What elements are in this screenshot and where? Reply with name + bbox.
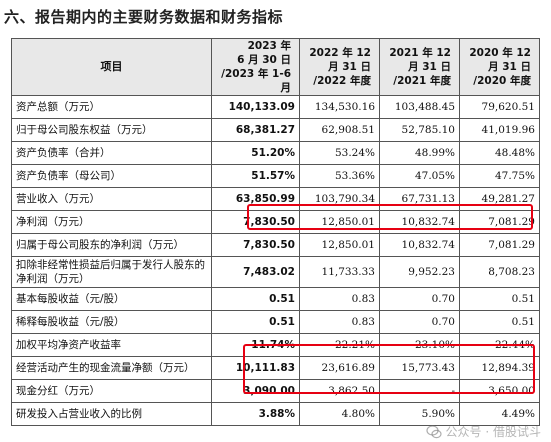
value-2022: 53.24% (299, 141, 380, 165)
row-label: 归属于母公司股东的净利润（万元） (11, 233, 212, 257)
table-row: 净利润（万元） 7,830.50 12,850.01 10,832.74 7,081.2… (11, 210, 540, 234)
watermark-text: 公众号 · 借股试斗 (445, 425, 541, 439)
table-header-row: 项目 2023 年 6 月 30 日 /2023 年 1-6 月 2022 年 … (11, 38, 540, 96)
value-2022: 0.83 (299, 287, 380, 311)
value-2022: 22.21% (299, 333, 380, 357)
row-label: 研发投入占营业收入的比例 (11, 402, 212, 426)
value-2022: 0.83 (299, 310, 380, 334)
header-2023: 2023 年 6 月 30 日 /2023 年 1-6 月 (211, 38, 300, 96)
value-2021: 67,731.13 (379, 187, 460, 211)
value-2022: 4.80% (299, 402, 380, 426)
value-2023: 51.57% (211, 164, 300, 188)
value-2022: 134,530.16 (299, 95, 380, 119)
value-2021: 0.70 (379, 310, 460, 334)
table-row: 资产负债率（母公司） 51.57% 53.36% 47.05% 47.75% (11, 164, 540, 188)
value-2020: 47.75% (459, 164, 540, 188)
value-2022: 12,850.01 (299, 210, 380, 234)
table-row: 归属于母公司股东的净利润（万元） 7,830.50 12,850.01 10,832.… (11, 233, 540, 257)
value-2021: 10,832.74 (379, 233, 460, 257)
value-2023: 68,381.27 (211, 118, 300, 142)
value-2023: 7,830.50 (211, 233, 300, 257)
value-2022: 53.36% (299, 164, 380, 188)
table-row: 资产总额（万元） 140,133.09 134,530.16 103,488.45 79… (11, 95, 540, 119)
value-2021: 9,952.23 (379, 256, 460, 288)
value-2022: 3,862.50 (299, 379, 380, 403)
value-2022: 12,850.01 (299, 233, 380, 257)
row-label: 加权平均净资产收益率 (11, 333, 212, 357)
wechat-icon (425, 424, 442, 438)
value-2021: 47.05% (379, 164, 460, 188)
value-2022: 23,616.89 (299, 356, 380, 380)
header-2020: 2020 年 12 月 31 日 /2020 年度 (459, 38, 540, 96)
value-2021: 23.10% (379, 333, 460, 357)
value-2020: 7,081.29 (459, 233, 540, 257)
value-2021: 15,773.43 (379, 356, 460, 380)
value-2023: 3.88% (211, 402, 300, 426)
value-2020: 8,708.23 (459, 256, 540, 288)
table-row: 基本每股收益（元/股） 0.51 0.83 0.70 0.51 (11, 287, 540, 311)
value-2020: 22.44% (459, 333, 540, 357)
header-item: 项目 (11, 38, 212, 96)
value-2023: 51.20% (211, 141, 300, 165)
header-2022: 2022 年 12 月 31 日 /2022 年度 (299, 38, 380, 96)
table-row: 经营活动产生的现金流量净额（万元） 10,111.83 23,616.89 15,77… (11, 356, 540, 380)
row-label: 营业收入（万元） (11, 187, 212, 211)
value-2020: 0.51 (459, 287, 540, 311)
value-2020: 7,081.29 (459, 210, 540, 234)
value-2020: 41,019.96 (459, 118, 540, 142)
row-label: 基本每股收益（元/股） (11, 287, 212, 311)
value-2020: 4.49% (459, 402, 540, 426)
row-label: 资产总额（万元） (11, 95, 212, 119)
table-row: 扣除非经常性损益后归属于发行人股东的净利润（万元） 7,483.02 11,733.… (11, 256, 540, 288)
value-2021: 52,785.10 (379, 118, 460, 142)
financial-indicators-table: 项目 2023 年 6 月 30 日 /2023 年 1-6 月 2022 年 … (11, 38, 540, 426)
table-row: 稀释每股收益（元/股） 0.51 0.83 0.70 0.51 (11, 310, 540, 334)
row-label: 经营活动产生的现金流量净额（万元） (11, 356, 212, 380)
table-row: 归于母公司股东权益（万元） 68,381.27 62,908.51 52,785.10… (11, 118, 540, 142)
row-label: 扣除非经常性损益后归属于发行人股东的净利润（万元） (11, 256, 212, 288)
value-2021: - (379, 379, 460, 403)
value-2023: 63,850.99 (211, 187, 300, 211)
value-2022: 11,733.33 (299, 256, 380, 288)
value-2021: 0.70 (379, 287, 460, 311)
value-2021: 5.90% (379, 402, 460, 426)
value-2021: 103,488.45 (379, 95, 460, 119)
value-2023: 10,111.83 (211, 356, 300, 380)
value-2022: 62,908.51 (299, 118, 380, 142)
row-label: 现金分红（万元） (11, 379, 212, 403)
table-row: 现金分红（万元） 3,090.00 3,862.50-3,650.00 (11, 379, 540, 403)
row-label: 稀释每股收益（元/股） (11, 310, 212, 334)
value-2023: 0.51 (211, 310, 300, 334)
value-2020: 48.48% (459, 141, 540, 165)
table-row: 营业收入（万元） 63,850.99 103,790.34 67,731.13 49,2… (11, 187, 540, 211)
value-2022: 103,790.34 (299, 187, 380, 211)
value-2020: 12,894.39 (459, 356, 540, 380)
header-2021: 2021 年 12 月 31 日 /2021 年度 (379, 38, 460, 96)
value-2021: 10,832.74 (379, 210, 460, 234)
value-2020: 79,620.51 (459, 95, 540, 119)
row-label: 净利润（万元） (11, 210, 212, 234)
value-2023: 3,090.00 (211, 379, 300, 403)
watermark: 公众号 · 借股试斗 (425, 423, 541, 440)
row-label: 归于母公司股东权益（万元） (11, 118, 212, 142)
value-2020: 3,650.00 (459, 379, 540, 403)
table-row: 加权平均净资产收益率 11.74% 22.21% 23.10% 22.44% (11, 333, 540, 357)
value-2023: 11.74% (211, 333, 300, 357)
value-2023: 7,483.02 (211, 256, 300, 288)
value-2023: 140,133.09 (211, 95, 300, 119)
section-heading: 六、报告期内的主要财务数据和财务指标 (4, 8, 284, 26)
value-2023: 7,830.50 (211, 210, 300, 234)
table-row: 研发投入占营业收入的比例 3.88% 4.80% 5.90% 4.49% (11, 402, 540, 426)
value-2021: 48.99% (379, 141, 460, 165)
table-row: 资产负债率（合并） 51.20% 53.24% 48.99% 48.48% (11, 141, 540, 165)
value-2020: 0.51 (459, 310, 540, 334)
value-2023: 0.51 (211, 287, 300, 311)
row-label: 资产负债率（合并） (11, 141, 212, 165)
row-label: 资产负债率（母公司） (11, 164, 212, 188)
value-2020: 49,281.27 (459, 187, 540, 211)
